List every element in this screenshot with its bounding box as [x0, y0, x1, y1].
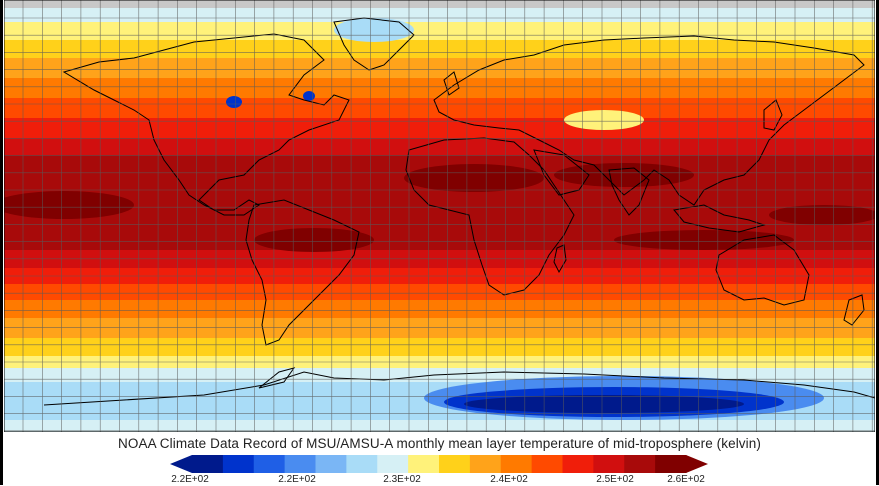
colorbar-tick-2: 2.3E+02: [383, 474, 421, 485]
great-lakes: [226, 96, 242, 108]
colorbar-right-arrow: [686, 455, 708, 473]
coastline-madagascar: [553, 244, 567, 274]
band-5: [4, 78, 875, 98]
temperature-anomalies: [4, 18, 875, 420]
band-13: [4, 300, 875, 318]
greenland-cold: [334, 18, 414, 42]
west-pacific-hot: [769, 205, 875, 225]
map-canvas: [4, 0, 875, 432]
coastline-south-america: [245, 199, 360, 346]
world-map: [4, 0, 875, 432]
colorbar-cell-6: [377, 455, 409, 473]
colorbar-cells: [192, 455, 687, 473]
coastline-australia: [715, 234, 810, 306]
colorbar-cell-1: [222, 455, 255, 473]
coastline-eurasia: [433, 35, 865, 206]
map-caption: NOAA Climate Data Record of MSU/AMSU-A m…: [118, 436, 761, 451]
band-4: [4, 58, 875, 78]
colorbar-cell-4: [315, 455, 347, 473]
colorbar-cell-8: [439, 455, 471, 473]
colorbar-cell-0: [192, 455, 224, 473]
coastline-japan: [763, 99, 783, 131]
band-20: [4, 420, 875, 432]
colorbar-cell-9: [469, 455, 502, 473]
colorbar-tick-1: 2.2E+02: [278, 474, 316, 485]
band-6: [4, 98, 875, 118]
colorbar-tick-0: 2.2E+02: [171, 474, 209, 485]
colorbar-tick-3: 2.4E+02: [490, 474, 528, 485]
coastline-antarctica: [43, 371, 875, 406]
colorbar-cell-11: [531, 455, 563, 473]
coastline-indonesia: [673, 204, 766, 233]
map-gridlines: [4, 0, 875, 432]
band-7: [4, 118, 875, 138]
colorbar-cell-5: [346, 455, 378, 473]
colorbar-cell-15: [655, 455, 687, 473]
colorbar-tick-5: 2.6E+02: [667, 474, 705, 485]
pacific-hot: [4, 191, 134, 219]
indian-ocean-hot: [614, 230, 794, 250]
colorbar-cell-10: [500, 455, 533, 473]
colorbar-cell-14: [624, 455, 656, 473]
south-asia-hot: [554, 163, 694, 187]
amazon-hot: [254, 228, 374, 252]
coastline-north-america: [62, 33, 350, 216]
colorbar-cell-13: [593, 455, 625, 473]
band-8: [4, 138, 875, 155]
hudson-spot: [303, 91, 315, 101]
band-3: [4, 40, 875, 58]
tibet-cool: [564, 110, 644, 130]
antarctic-core: [464, 395, 744, 413]
band-15: [4, 338, 875, 356]
colorbar-left-arrow: [170, 455, 192, 473]
colorbar-tick-4: 2.5E+02: [596, 474, 634, 485]
band-1: [4, 8, 875, 22]
band-14: [4, 318, 875, 338]
band-2: [4, 22, 875, 40]
colorbar-cell-3: [284, 455, 316, 473]
colorbar-cell-12: [562, 455, 594, 473]
coastline-antarctic-peninsula: [258, 367, 296, 389]
band-12: [4, 284, 875, 300]
coastline-new-zealand: [843, 294, 865, 326]
sahara-hot: [404, 164, 544, 192]
colorbar-cell-7: [408, 455, 440, 473]
band-0: [4, 0, 875, 8]
colorbar-ticks: 2.2E+02 2.2E+02 2.3E+02 2.4E+02 2.5E+02 …: [0, 474, 879, 486]
coastline-india: [608, 167, 650, 216]
temperature-bands: [4, 0, 875, 432]
colorbar: [170, 455, 708, 473]
colorbar-cell-2: [253, 455, 286, 473]
